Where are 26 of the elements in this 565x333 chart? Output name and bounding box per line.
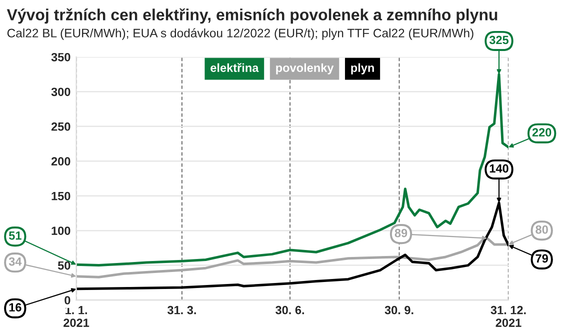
x-tick-label: 30. 6. [276, 306, 304, 314]
annotation: 220 [532, 128, 552, 137]
y-tick-label: 300 [51, 88, 70, 96]
text: elektřina [210, 63, 259, 72]
x-tick-label: 31. 3. [167, 306, 196, 314]
y-tick-label: 100 [52, 226, 70, 235]
annotation: 51 [8, 231, 22, 240]
chart-subtitle: Cal22 BL (EUR/MWh); EUA s dodávkou 12/2022 (EUR/t); plyn TTF Cal22 (EUR/MWh) [7, 28, 474, 40]
annotation: 16 [9, 303, 22, 312]
y-tick-label: 250 [51, 122, 70, 131]
x-tick-label: 30. 9. [384, 306, 414, 314]
chart-title: Vývoj tržních cen elektřiny, emisních povolenek a zemního plynu [6, 8, 498, 24]
text: plyn [351, 63, 374, 74]
annotation: 325 [489, 36, 509, 44]
y-tick-label: 50 [58, 261, 70, 270]
annotation: 140 [490, 164, 508, 173]
y-tick-label: 150 [52, 192, 70, 200]
text: povolenky [276, 63, 334, 74]
annotation: 34 [8, 257, 22, 266]
annotation: 89 [394, 228, 408, 238]
annotation: 80 [536, 225, 548, 234]
y-tick-label: 200 [51, 157, 70, 166]
annotation: 79 [536, 254, 548, 263]
x-tick-label: 31. 12. 2021 [490, 306, 526, 327]
y-tick-label: 0 [64, 296, 70, 304]
y-tick-label: 350 [51, 52, 70, 62]
